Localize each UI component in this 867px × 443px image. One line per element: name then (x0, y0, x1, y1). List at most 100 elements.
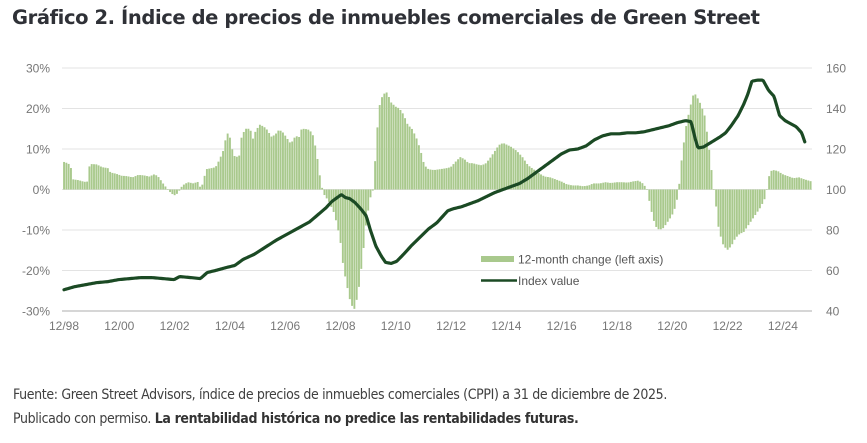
bar (620, 182, 623, 190)
bar (252, 138, 254, 190)
bar (224, 140, 227, 190)
bar (261, 125, 264, 190)
bar (703, 115, 706, 190)
left-axis-tick-labels: 30% 20% 10% 0% -10% -20% -30% (22, 62, 50, 319)
bar (689, 104, 692, 190)
bar (74, 179, 77, 190)
bar (567, 184, 570, 190)
bar (754, 189, 757, 216)
bar (401, 113, 404, 190)
bar (235, 156, 238, 190)
bar (302, 128, 305, 190)
bar (275, 133, 277, 190)
bar (226, 133, 229, 190)
bar (726, 189, 729, 250)
left-axis-tick-label: -30% (22, 305, 50, 319)
bar (434, 169, 436, 190)
bar (97, 165, 100, 190)
bar (795, 177, 798, 190)
bar (530, 167, 533, 190)
chart-title: Gráfico 2. Índice de precios de inmueble… (12, 6, 760, 29)
bar (717, 189, 720, 227)
bar (629, 181, 632, 190)
bar (178, 189, 181, 191)
bar (464, 159, 466, 190)
bar (189, 182, 192, 190)
bar (604, 182, 607, 190)
bar (731, 189, 734, 245)
bar (173, 189, 176, 196)
bar (466, 161, 469, 190)
bar (72, 179, 75, 190)
bar (493, 150, 496, 190)
x-axis-tick-label: 12/00 (104, 319, 134, 333)
bar (238, 155, 241, 190)
bar (544, 176, 547, 190)
bar (344, 189, 347, 277)
bar (482, 164, 485, 190)
bar (627, 182, 630, 190)
bar (692, 95, 695, 190)
bar (678, 183, 681, 190)
bar (772, 170, 775, 190)
bar (632, 181, 635, 190)
bar (705, 131, 708, 190)
bar (406, 123, 409, 190)
bar (473, 163, 476, 190)
x-axis-tick-label: 12/18 (602, 319, 632, 333)
right-axis-tick-label: 60 (826, 264, 840, 278)
bar (445, 168, 448, 190)
bar (164, 186, 167, 190)
bar (222, 151, 224, 190)
bar (286, 139, 289, 190)
chart: 30% 20% 10% 0% -10% -20% -30% 160 140 120 100 80 60… (22, 62, 846, 334)
bar (90, 164, 93, 190)
bar (475, 164, 478, 190)
bar (323, 189, 326, 196)
bar (79, 180, 82, 190)
bar (201, 184, 204, 190)
bar (355, 189, 358, 300)
bar (265, 129, 268, 190)
bar (141, 175, 144, 190)
left-axis-tick-label: 30% (26, 62, 50, 76)
x-axis-tick-label: 12/06 (270, 319, 300, 333)
bar (664, 189, 667, 226)
bar (240, 137, 243, 190)
bar (777, 171, 780, 190)
bar (802, 179, 805, 190)
bar (360, 189, 363, 269)
bar (581, 186, 584, 190)
bar (139, 175, 142, 190)
bar (440, 168, 443, 190)
bar (305, 129, 307, 190)
bar (613, 182, 616, 190)
bar (719, 189, 722, 237)
right-axis-tick-label: 40 (826, 305, 840, 319)
bar (793, 178, 796, 190)
bar (519, 154, 522, 190)
bar (800, 178, 803, 190)
bar (468, 163, 471, 190)
bar (233, 156, 236, 190)
bar (166, 189, 169, 190)
bar (125, 176, 128, 190)
bar (459, 157, 462, 190)
right-axis-tick-label: 120 (826, 143, 846, 157)
bar (196, 181, 199, 190)
bar (671, 189, 674, 215)
bar (291, 141, 294, 190)
disclaimer-text: La rentabilidad histórica no predice las… (154, 411, 579, 427)
bar (652, 189, 655, 221)
bar (83, 181, 86, 190)
bar (148, 176, 151, 190)
bar (263, 127, 266, 190)
bar (498, 144, 501, 190)
bar (729, 189, 731, 248)
bar (782, 174, 784, 190)
bar (770, 170, 773, 190)
bar (593, 183, 595, 190)
left-axis-tick-label: 10% (26, 143, 50, 157)
bar (535, 171, 538, 190)
bar (245, 128, 248, 190)
